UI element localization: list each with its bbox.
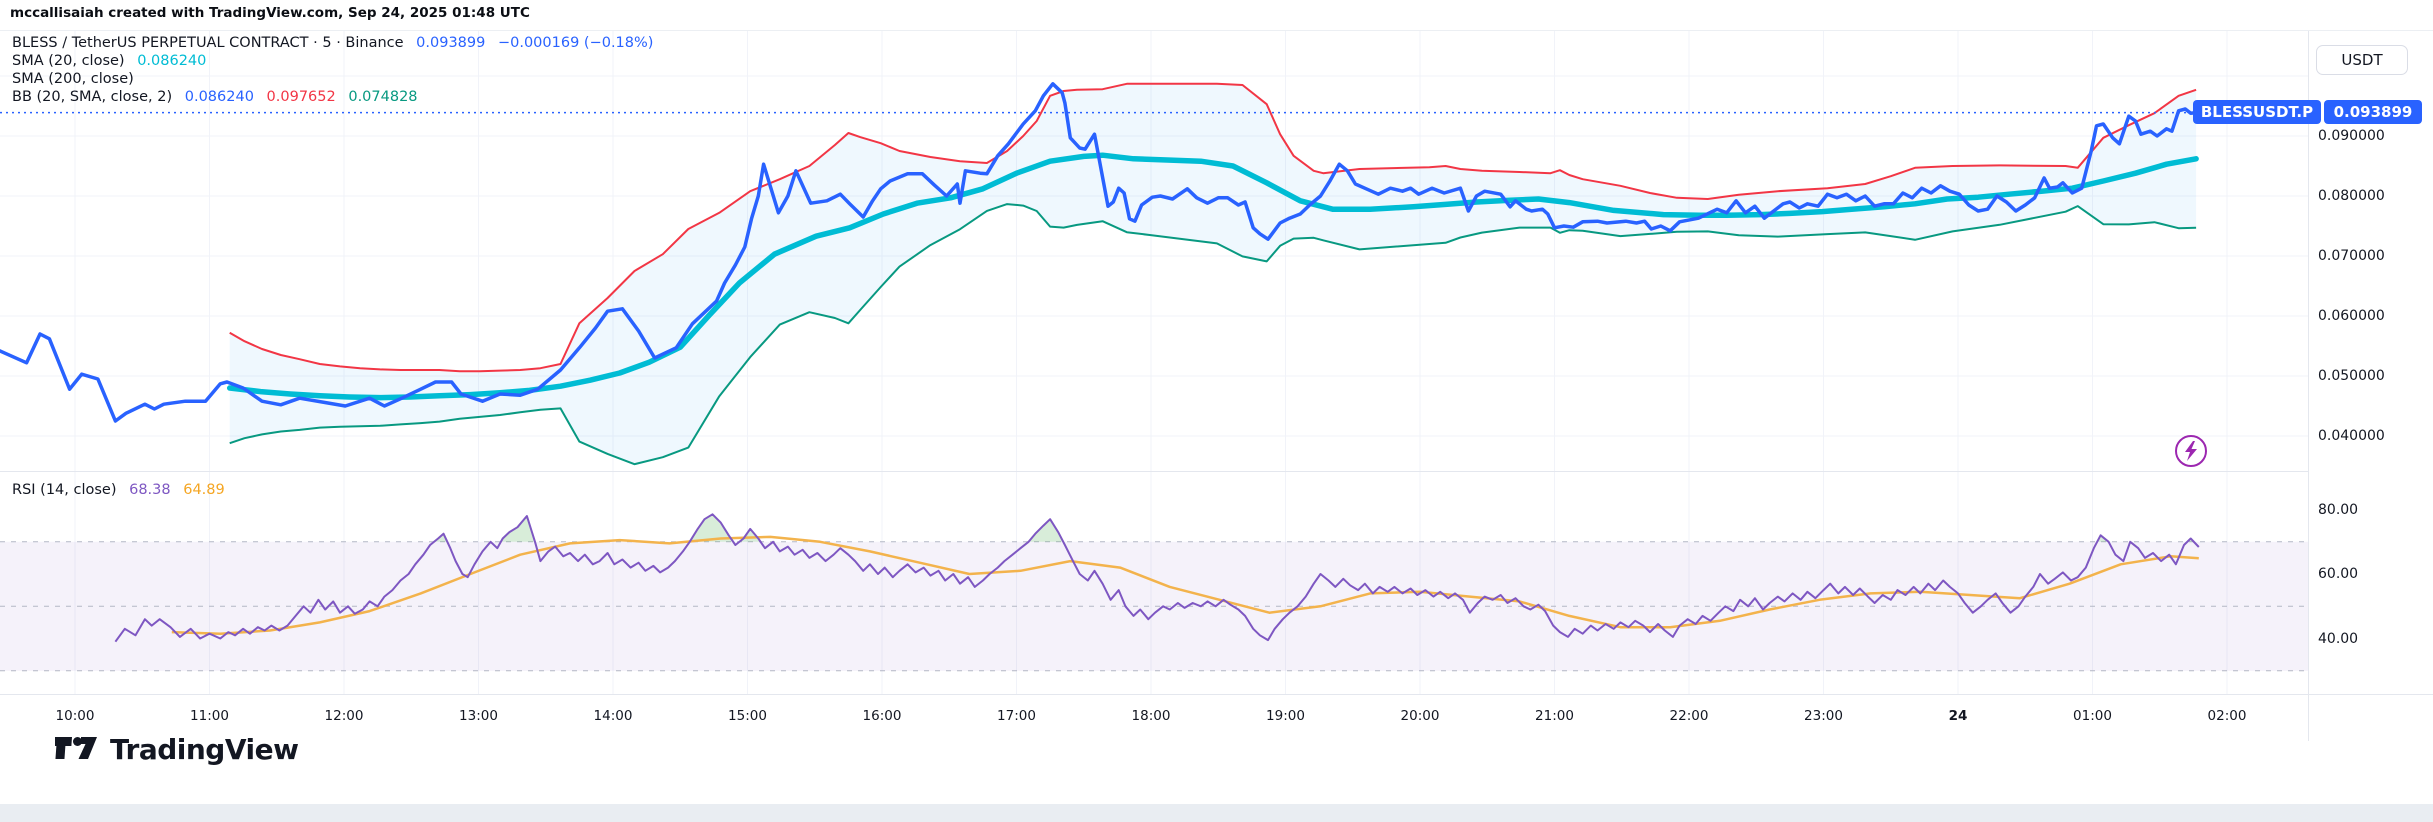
price-axis-divider xyxy=(2308,31,2309,741)
rsi-row[interactable]: RSI (14, close) 68.38 64.89 xyxy=(12,482,225,499)
attribution-text: mccallisaiah created with TradingView.co… xyxy=(10,5,530,21)
time-tick-label: 11:00 xyxy=(190,708,229,724)
time-tick-label: 10:00 xyxy=(55,708,95,724)
time-tick-label: 12:00 xyxy=(324,708,364,724)
time-tick-label: 19:00 xyxy=(1266,708,1305,724)
time-tick-label: 21:00 xyxy=(1535,708,1574,724)
rsi-legend: RSI (14, close) 68.38 64.89 xyxy=(12,482,225,500)
bb-label[interactable]: BB (20, SMA, close, 2) xyxy=(12,89,173,105)
time-axis-divider xyxy=(0,694,2433,695)
chart-canvas[interactable] xyxy=(0,31,2433,741)
time-tick-label: 24 xyxy=(1948,708,1968,724)
tradingview-logo-icon xyxy=(55,736,97,759)
time-tick-label: 02:00 xyxy=(2207,708,2247,724)
main-legend: BLESS / TetherUS PERPETUAL CONTRACT · 5 … xyxy=(12,35,653,107)
sma200-label[interactable]: SMA (200, close) xyxy=(12,71,134,87)
lightning-icon xyxy=(2185,441,2197,461)
tradingview-wordmark: TradingView xyxy=(110,733,299,766)
rsi-tick-label: 60.00 xyxy=(2318,566,2359,582)
price-tick-label: 0.090000 xyxy=(2318,128,2385,144)
sma20-row[interactable]: SMA (20, close) 0.086240 xyxy=(12,53,653,70)
bottom-strip xyxy=(0,804,2433,822)
price-tick-label: 0.060000 xyxy=(2318,308,2385,324)
bb-upper-line xyxy=(229,82,2197,373)
price-line xyxy=(0,82,2198,423)
symbol-row[interactable]: BLESS / TetherUS PERPETUAL CONTRACT · 5 … xyxy=(12,35,653,52)
sma20-label[interactable]: SMA (20, close) xyxy=(12,53,125,69)
time-tick-label: 17:00 xyxy=(997,708,1036,724)
sma20-value: 0.086240 xyxy=(137,53,207,69)
bb-fill xyxy=(229,83,2197,465)
rsi-value: 68.38 xyxy=(129,482,171,498)
rsi-overbought-fill xyxy=(1028,519,1064,542)
symbol-title[interactable]: BLESS / TetherUS PERPETUAL CONTRACT · 5 … xyxy=(12,35,404,51)
instant-trading-button[interactable] xyxy=(2175,435,2207,467)
rsi-overbought-fill xyxy=(689,514,734,542)
time-tick-label: 22:00 xyxy=(1669,708,1709,724)
chart-area[interactable]: BLESS / TetherUS PERPETUAL CONTRACT · 5 … xyxy=(0,30,2433,741)
rsi-ma-value: 64.89 xyxy=(183,482,225,498)
badge-price: 0.093899 xyxy=(2324,100,2422,124)
time-tick-label: 15:00 xyxy=(728,708,767,724)
rsi-ma-line xyxy=(171,535,2199,635)
rsi-tick-label: 80.00 xyxy=(2318,501,2359,518)
bb-basis-value: 0.086240 xyxy=(184,89,254,105)
bb-lower-value: 0.074828 xyxy=(348,89,418,105)
time-tick-label: 18:00 xyxy=(1131,708,1171,724)
currency-toggle-button[interactable]: USDT xyxy=(2316,45,2408,75)
price-tick-label: 0.040000 xyxy=(2318,428,2385,444)
panel-divider[interactable] xyxy=(0,471,2308,472)
footer: TradingView xyxy=(55,733,299,766)
time-tick-label: 16:00 xyxy=(862,708,902,724)
time-tick-label: 14:00 xyxy=(593,708,633,724)
bb-lower-line xyxy=(229,203,2197,466)
rsi-tick-label: 40.00 xyxy=(2318,630,2359,647)
last-price-badge: BLESSUSDT.P 0.093899 xyxy=(2193,100,2422,124)
badge-symbol: BLESSUSDT.P xyxy=(2193,100,2321,124)
price-tick-label: 0.050000 xyxy=(2318,368,2385,384)
price-tick-label: 0.070000 xyxy=(2318,248,2385,264)
time-tick-label: 23:00 xyxy=(1804,708,1843,724)
time-tick-label: 13:00 xyxy=(459,708,498,724)
time-tick-label: 20:00 xyxy=(1400,708,1440,724)
time-tick-label: 01:00 xyxy=(2073,708,2112,724)
bb-upper-value: 0.097652 xyxy=(266,89,336,105)
price-change: −0.000169 (−0.18%) xyxy=(497,35,654,51)
price-tick-label: 0.080000 xyxy=(2318,188,2385,204)
rsi-label[interactable]: RSI (14, close) xyxy=(12,482,117,498)
rsi-overbought-fill xyxy=(500,516,535,542)
bb-row[interactable]: BB (20, SMA, close, 2) 0.086240 0.097652… xyxy=(12,89,653,106)
sma200-row[interactable]: SMA (200, close) xyxy=(12,71,653,88)
last-price: 0.093899 xyxy=(416,35,486,51)
rsi-line xyxy=(114,513,2200,643)
